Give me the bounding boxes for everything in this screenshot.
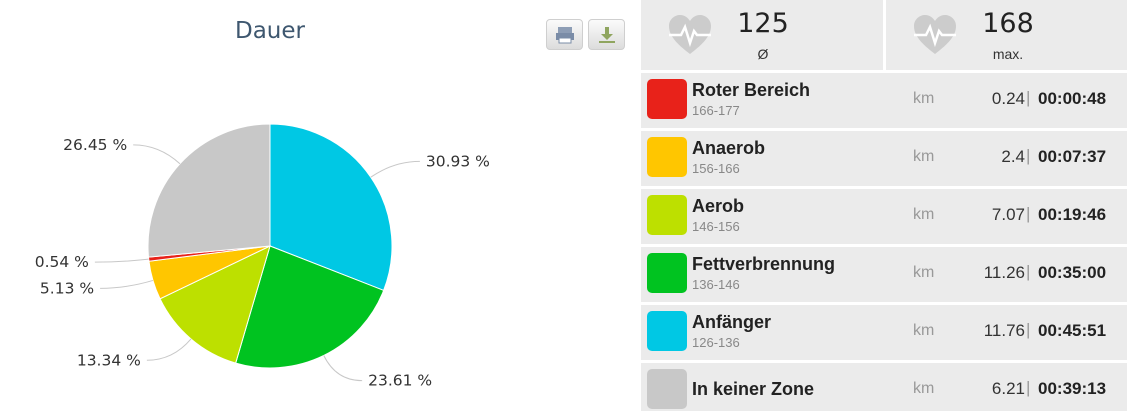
pie-label-connector <box>370 160 420 178</box>
pie-label-connector <box>100 279 154 289</box>
zone-name: Aerob <box>692 196 745 216</box>
zone-name: Fettverbrennung <box>692 254 836 274</box>
heart-rate-icon <box>914 15 956 54</box>
zone-time: 00:35:00 <box>1038 263 1107 282</box>
zone-range: 166-177 <box>692 103 740 118</box>
zone-name: Anaerob <box>692 138 766 158</box>
zone-unit: km <box>913 322 935 339</box>
zone-distance: 0.24 <box>991 89 1025 108</box>
zone-time: 00:19:46 <box>1038 205 1107 224</box>
zone-distance: 11.26 <box>983 263 1025 282</box>
zone-time: 00:00:48 <box>1038 89 1107 108</box>
pie-label-connector <box>94 258 149 263</box>
pie-data-label: 23.61 % <box>368 372 432 390</box>
zone-separator: | <box>1026 262 1031 281</box>
heart-rate-average-label: Ø <box>757 46 769 62</box>
zone-name: Roter Bereich <box>692 80 811 100</box>
zone-unit: km <box>913 264 935 281</box>
stats-panel: 125 Ø 168 max. Roter Bereich 166-177 km … <box>641 0 1127 411</box>
zone-row-anfaenger[interactable]: Anfänger 126-136 km 11.76 | 00:45:51 <box>641 305 1127 360</box>
pie-data-label: 5.13 % <box>40 279 94 297</box>
zone-time: 00:45:51 <box>1038 321 1107 340</box>
zone-unit: km <box>913 380 935 397</box>
zone-separator: | <box>1026 146 1031 165</box>
chart-title: Dauer <box>235 18 305 44</box>
zone-separator: | <box>1026 378 1031 397</box>
pie-label-connector <box>146 338 192 361</box>
pie-data-label: 26.45 % <box>63 136 127 154</box>
zone-range: 156-166 <box>692 161 740 176</box>
pie-slice[interactable] <box>235 245 385 369</box>
duration-chart: Dauer 30.93 % 23.61 % 13.34 % 5.13 % 0.54 % 2… <box>35 18 625 390</box>
zone-row-fettverbrennung[interactable]: Fettverbrennung 136-146 km 11.26 | 00:35… <box>641 247 1127 302</box>
zone-unit: km <box>913 148 935 165</box>
zone-row-aerob[interactable]: Aerob 146-156 km 7.07 | 00:19:46 <box>641 189 1127 244</box>
zone-distance: 11.76 <box>983 321 1025 340</box>
zone-color-swatch <box>647 253 687 293</box>
heart-rate-average: 125 Ø <box>641 0 883 70</box>
heart-rate-maximum-label: max. <box>992 46 1024 62</box>
zone-range: 146-156 <box>692 219 740 234</box>
zone-color-swatch <box>647 311 687 351</box>
zone-list: Roter Bereich 166-177 km 0.24 | 00:00:48… <box>641 73 1127 411</box>
zone-row-roter-bereich[interactable]: Roter Bereich 166-177 km 0.24 | 00:00:48 <box>641 73 1127 128</box>
zone-name: In keiner Zone <box>692 379 815 399</box>
printer-icon <box>556 27 574 44</box>
zone-separator: | <box>1026 320 1031 339</box>
zone-unit: km <box>913 206 935 223</box>
pie-slice[interactable] <box>147 123 271 258</box>
zone-range: 126-136 <box>692 335 740 350</box>
zone-separator: | <box>1026 88 1031 107</box>
heart-rate-icon <box>669 15 711 54</box>
pie-slice[interactable] <box>159 245 271 364</box>
zone-row-in-keiner-zone[interactable]: In keiner Zone km 6.21 | 00:39:13 <box>641 363 1127 411</box>
pie-data-label: 0.54 % <box>35 253 89 271</box>
zone-color-swatch <box>647 137 687 177</box>
heart-rate-maximum: 168 max. <box>886 0 1127 70</box>
zone-distance: 6.21 <box>991 379 1025 398</box>
pie-label-connector <box>133 144 181 165</box>
zone-row-anaerob[interactable]: Anaerob 156-166 km 2.4 | 00:07:37 <box>641 131 1127 186</box>
zone-time: 00:39:13 <box>1038 379 1107 398</box>
pie-data-label: 13.34 % <box>77 351 141 369</box>
zone-separator: | <box>1026 204 1031 223</box>
pie-chart: 30.93 % 23.61 % 13.34 % 5.13 % 0.54 % 26.45 % <box>35 123 490 390</box>
print-button[interactable] <box>546 19 583 50</box>
export-button[interactable] <box>588 19 625 50</box>
zone-time: 00:07:37 <box>1038 147 1107 166</box>
zone-color-swatch <box>647 369 687 409</box>
zone-unit: km <box>913 90 935 107</box>
zone-color-swatch <box>647 195 687 235</box>
zone-color-swatch <box>647 79 687 119</box>
download-icon <box>599 27 615 43</box>
zone-name: Anfänger <box>692 312 772 332</box>
heart-rate-average-value: 125 <box>737 8 789 39</box>
pie-label-connector <box>323 355 363 382</box>
pie-data-label: 30.93 % <box>426 152 490 170</box>
zone-distance: 2.4 <box>1001 147 1025 166</box>
heart-rate-maximum-value: 168 <box>982 8 1034 39</box>
pie-slice[interactable] <box>269 123 393 292</box>
zone-range: 136-146 <box>692 277 740 292</box>
zone-distance: 7.07 <box>991 205 1025 224</box>
